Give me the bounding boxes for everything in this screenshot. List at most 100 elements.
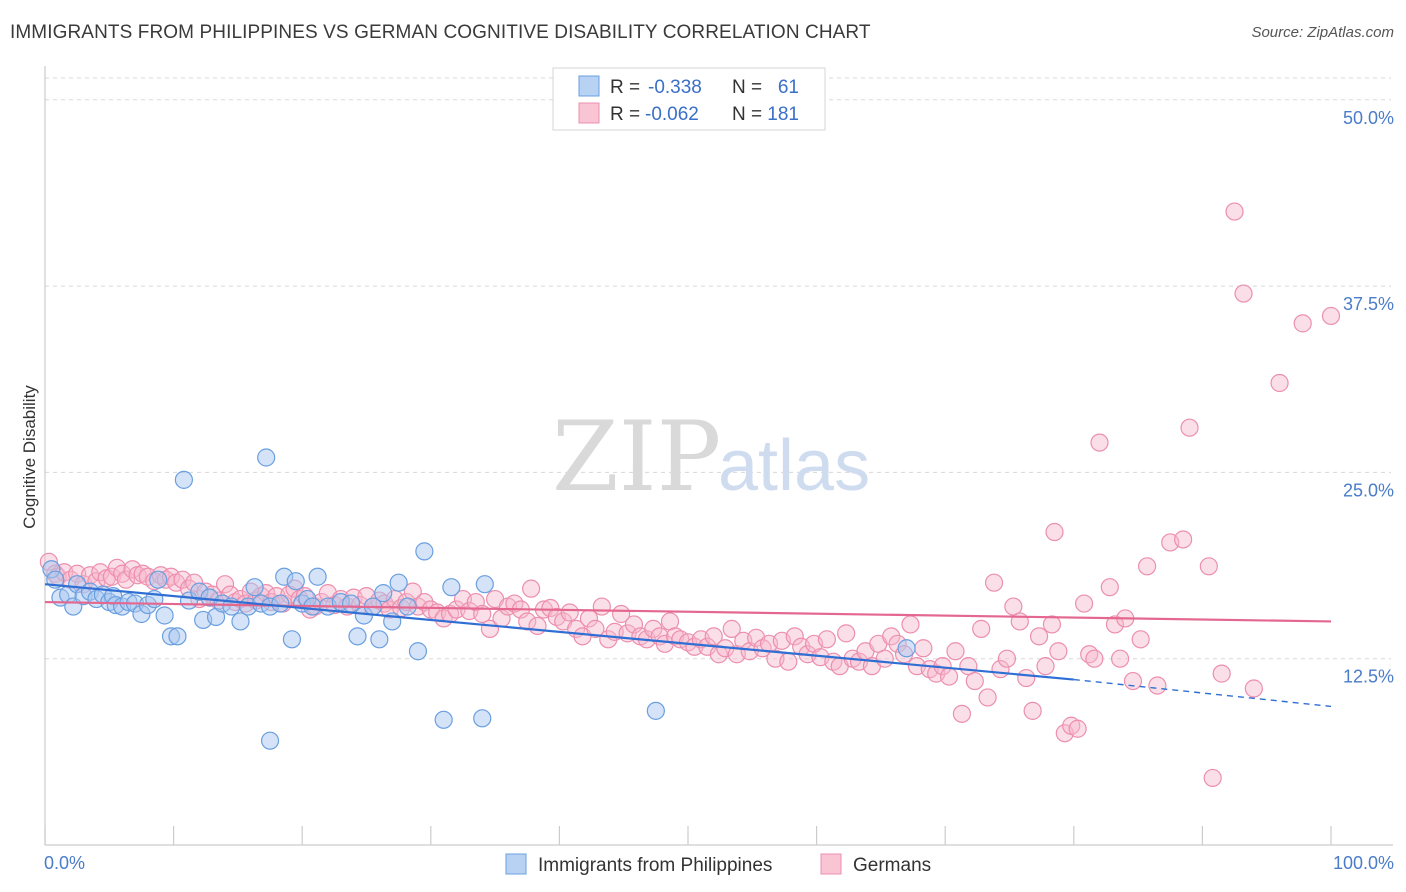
data-point-germans bbox=[644, 619, 663, 638]
data-point-philippines bbox=[155, 606, 174, 625]
data-point-germans bbox=[1017, 668, 1036, 688]
legend-top-r-value-1: -0.338 bbox=[648, 77, 702, 98]
data-point-philippines bbox=[231, 612, 250, 631]
data-point-germans bbox=[685, 637, 704, 656]
data-point-philippines bbox=[408, 642, 428, 661]
legend-top-n-value-1: 61 bbox=[778, 77, 799, 98]
y-tick-labels: 12.5% 25.0% 37.5% 50.0% bbox=[1343, 108, 1394, 687]
data-point-germans bbox=[978, 688, 997, 707]
watermark-zip: ZIP bbox=[552, 401, 721, 513]
y-tick-label: 37.5% bbox=[1343, 294, 1394, 314]
legend-top-r-label-1: R = bbox=[610, 77, 640, 98]
legend-top-n-value-2: 181 bbox=[767, 104, 799, 125]
data-point-germans bbox=[972, 619, 991, 638]
data-point-germans bbox=[592, 597, 611, 616]
data-point-germans bbox=[522, 579, 541, 598]
data-point-germans bbox=[1074, 594, 1094, 613]
data-point-germans bbox=[102, 567, 121, 586]
data-point-germans bbox=[1100, 578, 1119, 597]
data-point-philippines bbox=[389, 573, 408, 592]
data-point-germans bbox=[173, 570, 192, 589]
data-point-germans bbox=[882, 627, 901, 646]
data-point-germans bbox=[1023, 701, 1042, 720]
legend-top-r-value-2: -0.062 bbox=[645, 104, 699, 125]
data-point-germans bbox=[1225, 202, 1244, 221]
data-point-germans bbox=[1110, 649, 1130, 668]
legend-top-swatch-blue bbox=[578, 75, 600, 97]
data-point-germans bbox=[415, 592, 434, 612]
y-tick-label: 25.0% bbox=[1343, 480, 1394, 500]
data-point-germans bbox=[1085, 649, 1104, 668]
data-point-germans bbox=[779, 652, 798, 671]
data-point-germans bbox=[817, 630, 836, 649]
legend-bottom-label-philippines: Immigrants from Philippines bbox=[538, 855, 772, 876]
data-point-germans bbox=[785, 627, 804, 646]
data-point-philippines bbox=[374, 584, 393, 603]
data-point-germans bbox=[901, 615, 920, 634]
trend-line-philippines-extension bbox=[1073, 678, 1332, 708]
legend-bottom-swatch-blue bbox=[505, 853, 527, 875]
watermark: ZIP atlas bbox=[552, 401, 870, 513]
data-point-germans bbox=[875, 649, 894, 668]
data-point-philippines bbox=[348, 627, 367, 646]
grid-lines bbox=[45, 77, 1391, 660]
data-point-germans bbox=[965, 671, 984, 691]
legend-top: R = -0.338 N = 61 R = -0.062 N = 181 bbox=[552, 67, 826, 131]
data-point-philippines bbox=[475, 575, 494, 594]
x-tick-label-min: 0.0% bbox=[44, 853, 85, 873]
data-point-germans bbox=[560, 603, 579, 622]
data-point-germans bbox=[586, 619, 605, 638]
legend-bottom: Immigrants from Philippines Germans bbox=[505, 853, 931, 876]
data-point-germans bbox=[123, 560, 142, 579]
data-point-germans bbox=[1010, 612, 1029, 631]
axes bbox=[44, 66, 1393, 846]
data-point-germans bbox=[1090, 433, 1109, 452]
watermark-atlas: atlas bbox=[718, 426, 870, 506]
y-tick-label: 12.5% bbox=[1343, 667, 1394, 687]
data-point-germans bbox=[1036, 657, 1055, 676]
data-point-germans bbox=[1123, 671, 1143, 691]
data-point-germans bbox=[1049, 642, 1068, 661]
data-point-philippines bbox=[370, 630, 389, 649]
data-point-germans bbox=[541, 598, 560, 618]
data-point-philippines bbox=[168, 627, 187, 646]
data-point-germans bbox=[1045, 522, 1064, 542]
data-point-germans bbox=[1293, 314, 1312, 333]
data-point-philippines bbox=[174, 470, 193, 489]
data-point-germans bbox=[1199, 557, 1218, 576]
data-point-germans bbox=[1068, 719, 1087, 738]
data-point-germans bbox=[952, 704, 972, 723]
data-point-germans bbox=[1212, 664, 1231, 683]
data-point-germans bbox=[1321, 306, 1341, 326]
y-tick-label: 50.0% bbox=[1343, 108, 1394, 128]
legend-bottom-swatch-pink bbox=[820, 853, 842, 875]
data-point-germans bbox=[215, 575, 235, 594]
data-point-germans bbox=[984, 573, 1004, 592]
data-point-germans bbox=[1029, 627, 1049, 646]
data-point-germans bbox=[946, 642, 965, 661]
data-point-germans bbox=[1244, 679, 1263, 698]
data-point-germans bbox=[1148, 676, 1167, 695]
data-point-germans bbox=[939, 667, 959, 686]
data-point-philippines bbox=[286, 572, 305, 591]
data-point-germans bbox=[997, 649, 1017, 668]
legend-top-swatch-pink bbox=[578, 102, 600, 124]
data-point-philippines bbox=[308, 567, 327, 586]
data-point-germans bbox=[1042, 615, 1062, 634]
data-point-germans bbox=[704, 627, 723, 646]
data-point-philippines bbox=[282, 630, 302, 649]
data-point-philippines bbox=[257, 448, 276, 467]
data-point-philippines bbox=[646, 701, 665, 720]
data-point-germans bbox=[1174, 530, 1193, 549]
data-point-philippines bbox=[260, 731, 280, 750]
legend-bottom-label-germans: Germans bbox=[853, 855, 931, 876]
data-point-germans bbox=[1234, 284, 1253, 303]
data-point-philippines bbox=[473, 709, 492, 728]
trend-line-germans bbox=[44, 600, 1332, 623]
data-point-philippines bbox=[434, 710, 453, 729]
data-point-germans bbox=[1203, 768, 1222, 788]
data-point-germans bbox=[1138, 557, 1157, 576]
data-point-germans bbox=[837, 624, 856, 643]
chart-source: Source: ZipAtlas.com bbox=[1251, 24, 1394, 41]
